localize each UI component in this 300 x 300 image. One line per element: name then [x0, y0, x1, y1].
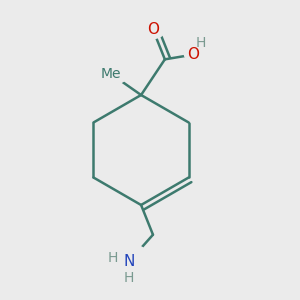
- Ellipse shape: [184, 43, 217, 64]
- Text: N: N: [124, 254, 135, 269]
- Ellipse shape: [108, 244, 150, 279]
- Text: H: H: [108, 251, 118, 266]
- Text: O: O: [147, 22, 159, 37]
- Ellipse shape: [95, 64, 128, 85]
- Text: O: O: [187, 47, 199, 62]
- Text: Me: Me: [101, 67, 122, 81]
- Text: H: H: [195, 36, 206, 50]
- Text: H: H: [124, 271, 134, 285]
- Ellipse shape: [141, 21, 165, 38]
